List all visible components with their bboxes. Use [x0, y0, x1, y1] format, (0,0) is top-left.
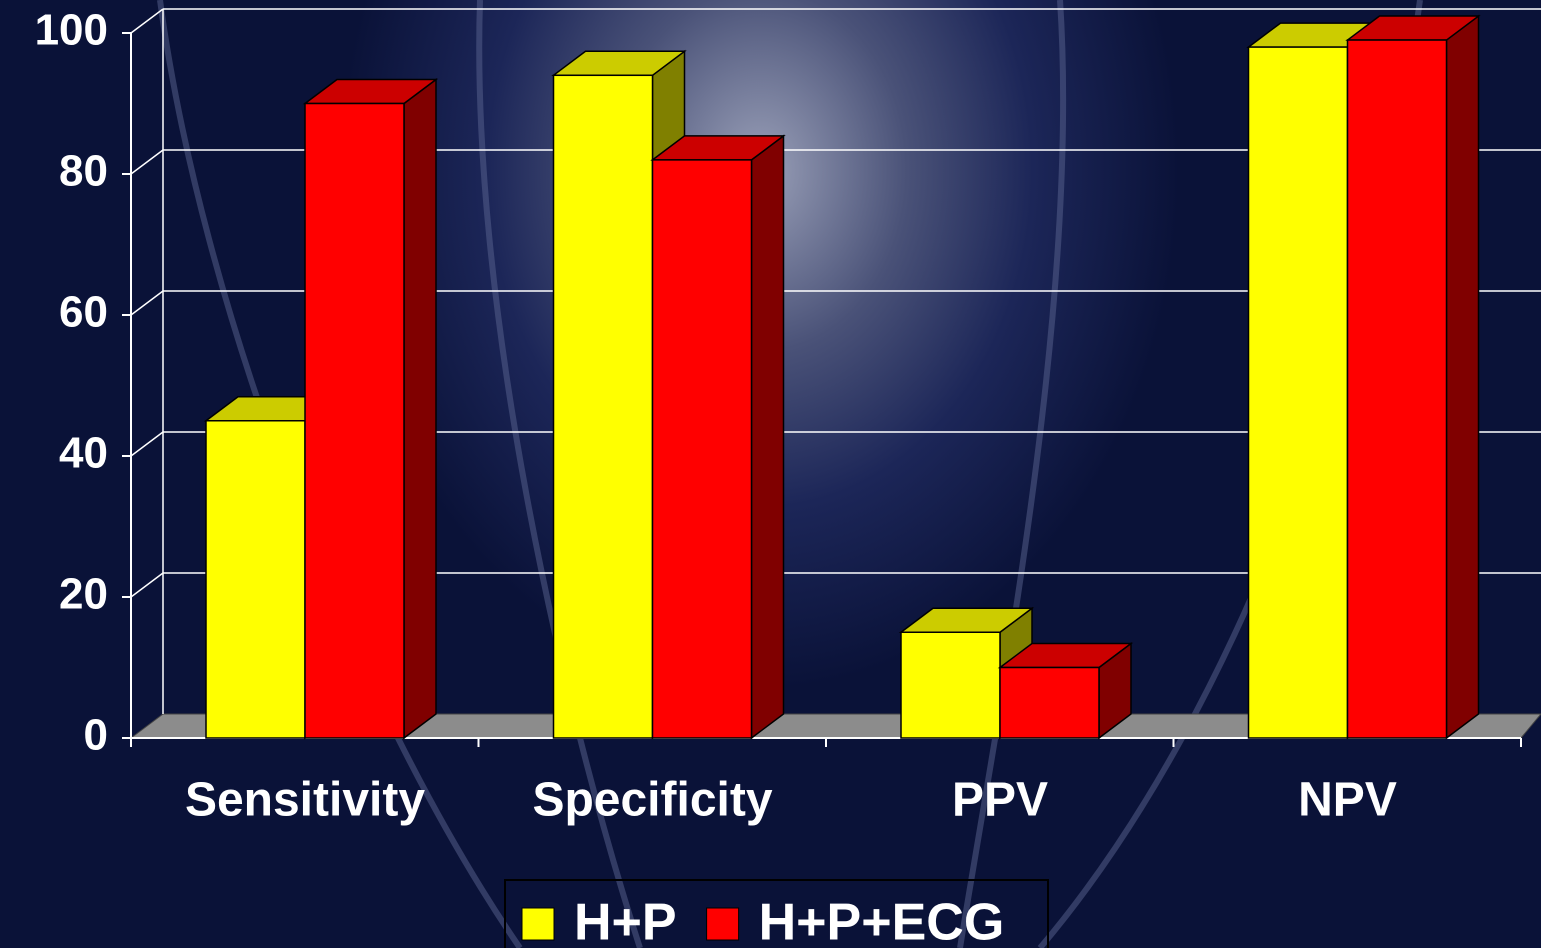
bar	[901, 632, 1000, 738]
bar	[1000, 668, 1099, 739]
grid-line	[131, 150, 163, 174]
bar	[1249, 47, 1348, 738]
legend-swatch	[522, 908, 554, 940]
y-tick-label: 80	[59, 147, 108, 196]
legend-label: H+P	[574, 894, 677, 948]
chart: 0 20 40 60 80 100 Sensitivity Specificity PPV NPV…	[0, 0, 1541, 948]
y-tick-label: 60	[59, 288, 108, 337]
y-tick-label: 40	[59, 429, 108, 478]
bar	[554, 75, 653, 738]
grid-line	[131, 9, 163, 33]
bar	[1348, 40, 1447, 738]
y-tick-label: 0	[84, 711, 108, 760]
legend-label: H+P+ECG	[759, 894, 1005, 948]
x-tick-label: Specificity	[532, 774, 772, 827]
grid-line	[131, 573, 163, 597]
x-tick-label: PPV	[952, 774, 1048, 827]
bar	[305, 104, 404, 739]
y-tick-label: 100	[35, 6, 108, 55]
x-tick-label: NPV	[1298, 774, 1397, 827]
legend-swatch	[707, 908, 739, 940]
bar-side	[1447, 16, 1479, 738]
y-tick-label: 20	[59, 570, 108, 619]
bar	[206, 421, 305, 738]
bar	[653, 160, 752, 738]
bar-side	[404, 80, 436, 739]
bar-side	[752, 136, 784, 738]
page: 0 20 40 60 80 100 Sensitivity Specificity PPV NPV…	[0, 0, 1541, 948]
grid-line	[131, 291, 163, 315]
grid-line	[131, 432, 163, 456]
x-tick-label: Sensitivity	[185, 774, 425, 827]
